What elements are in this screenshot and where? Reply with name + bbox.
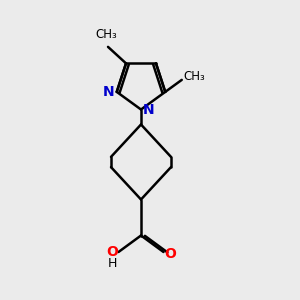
Text: O: O: [164, 247, 176, 260]
Text: O: O: [106, 245, 119, 259]
Text: CH₃: CH₃: [96, 28, 117, 41]
Text: N: N: [103, 85, 114, 99]
Text: H: H: [108, 257, 117, 270]
Text: CH₃: CH₃: [183, 70, 205, 83]
Text: N: N: [143, 103, 154, 116]
